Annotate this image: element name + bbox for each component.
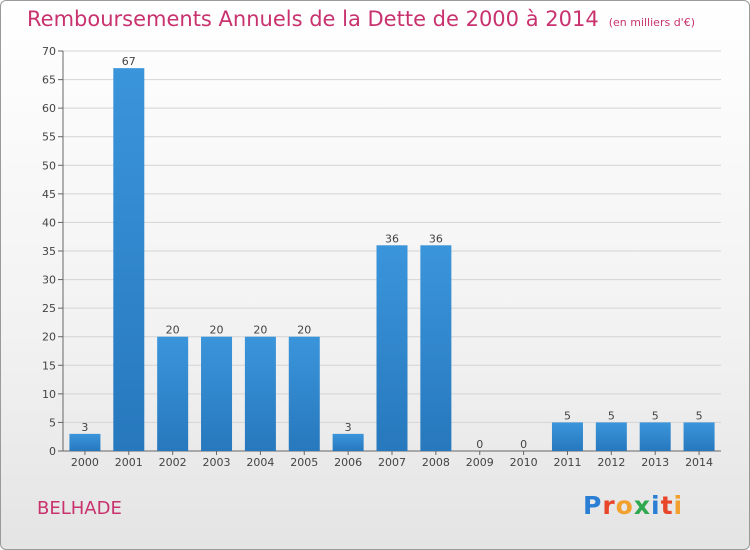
y-tick-label: 30 — [42, 274, 56, 287]
data-label-2007: 36 — [385, 232, 399, 245]
y-tick-label: 25 — [42, 302, 56, 315]
y-tick-label: 40 — [42, 216, 56, 229]
data-label-2000: 3 — [81, 421, 88, 434]
data-label-2002: 20 — [166, 324, 180, 337]
x-tick-label-2012: 2012 — [597, 456, 625, 469]
bar-2005 — [288, 336, 320, 451]
x-tick-label-2011: 2011 — [553, 456, 581, 469]
logo-letter: i — [673, 491, 684, 520]
y-tick-label: 0 — [49, 445, 56, 458]
title-text: Remboursements Annuels de la Dette de 20… — [27, 7, 599, 31]
bars — [69, 68, 715, 452]
chart-title: Remboursements Annuels de la Dette de 20… — [27, 7, 695, 31]
bar-2014 — [683, 422, 715, 451]
commune-name: BELHADE — [37, 498, 122, 519]
bar-2001 — [113, 68, 145, 452]
data-label-2012: 5 — [608, 409, 615, 422]
logo-letter: o — [615, 491, 634, 520]
bar-2004 — [244, 336, 276, 451]
y-tick-label: 20 — [42, 331, 56, 344]
x-tick-label-2002: 2002 — [159, 456, 187, 469]
bar-2013 — [639, 422, 671, 451]
x-tick-label-2004: 2004 — [246, 456, 274, 469]
y-tick-label: 35 — [42, 245, 56, 258]
y-tick-label: 45 — [42, 188, 56, 201]
data-label-2008: 36 — [429, 232, 443, 245]
x-tick-label-2013: 2013 — [641, 456, 669, 469]
data-label-2006: 3 — [345, 421, 352, 434]
x-tick-label-2005: 2005 — [290, 456, 318, 469]
x-tick-label-2007: 2007 — [378, 456, 406, 469]
x-tick-label-2001: 2001 — [115, 456, 143, 469]
y-tick-label: 70 — [42, 45, 56, 58]
logo-letter: i — [651, 491, 661, 520]
data-label-2001: 67 — [122, 55, 136, 68]
data-label-2004: 20 — [253, 324, 267, 337]
x-tick-label-2009: 2009 — [466, 456, 494, 469]
data-label-2010: 0 — [520, 438, 527, 451]
data-label-2011: 5 — [564, 409, 571, 422]
y-tick-label: 50 — [42, 159, 56, 172]
unit-note: (en milliers d'€) — [608, 16, 695, 29]
data-label-2003: 20 — [210, 324, 224, 337]
y-tick-label: 55 — [42, 131, 56, 144]
labels: 2000 3 2001 67 2002 20 2003 20 2004 20 2005 20 2006 3… — [71, 55, 713, 469]
y-tick-label: 65 — [42, 74, 56, 87]
x-tick-label-2006: 2006 — [334, 456, 362, 469]
x-tick-label-2000: 2000 — [71, 456, 99, 469]
logo-letter: x — [633, 491, 651, 520]
bar-2007 — [376, 245, 408, 451]
bar-2002 — [157, 336, 189, 451]
x-tick-label-2003: 2003 — [203, 456, 231, 469]
data-label-2014: 5 — [696, 409, 703, 422]
data-label-2009: 0 — [476, 438, 483, 451]
x-tick-label-2008: 2008 — [422, 456, 450, 469]
y-tick-label: 5 — [49, 416, 56, 429]
x-tick-label-2010: 2010 — [510, 456, 538, 469]
y-tick-label: 10 — [42, 388, 56, 401]
bar-2008 — [420, 245, 452, 451]
y-tick-label: 60 — [42, 102, 56, 115]
data-label-2005: 20 — [297, 324, 311, 337]
logo-letter: P — [583, 491, 603, 520]
y-tick-label: 15 — [42, 359, 56, 372]
x-tick-label-2014: 2014 — [685, 456, 713, 469]
bar-2000 — [69, 433, 101, 451]
logo-letter: t — [660, 491, 674, 520]
bar-2003 — [201, 336, 233, 451]
data-label-2013: 5 — [652, 409, 659, 422]
bar-2012 — [595, 422, 627, 451]
proxiti-logo: Proxiti — [583, 491, 683, 520]
logo-letter: r — [602, 491, 616, 520]
bar-2011 — [551, 422, 583, 451]
bar-2006 — [332, 433, 364, 451]
